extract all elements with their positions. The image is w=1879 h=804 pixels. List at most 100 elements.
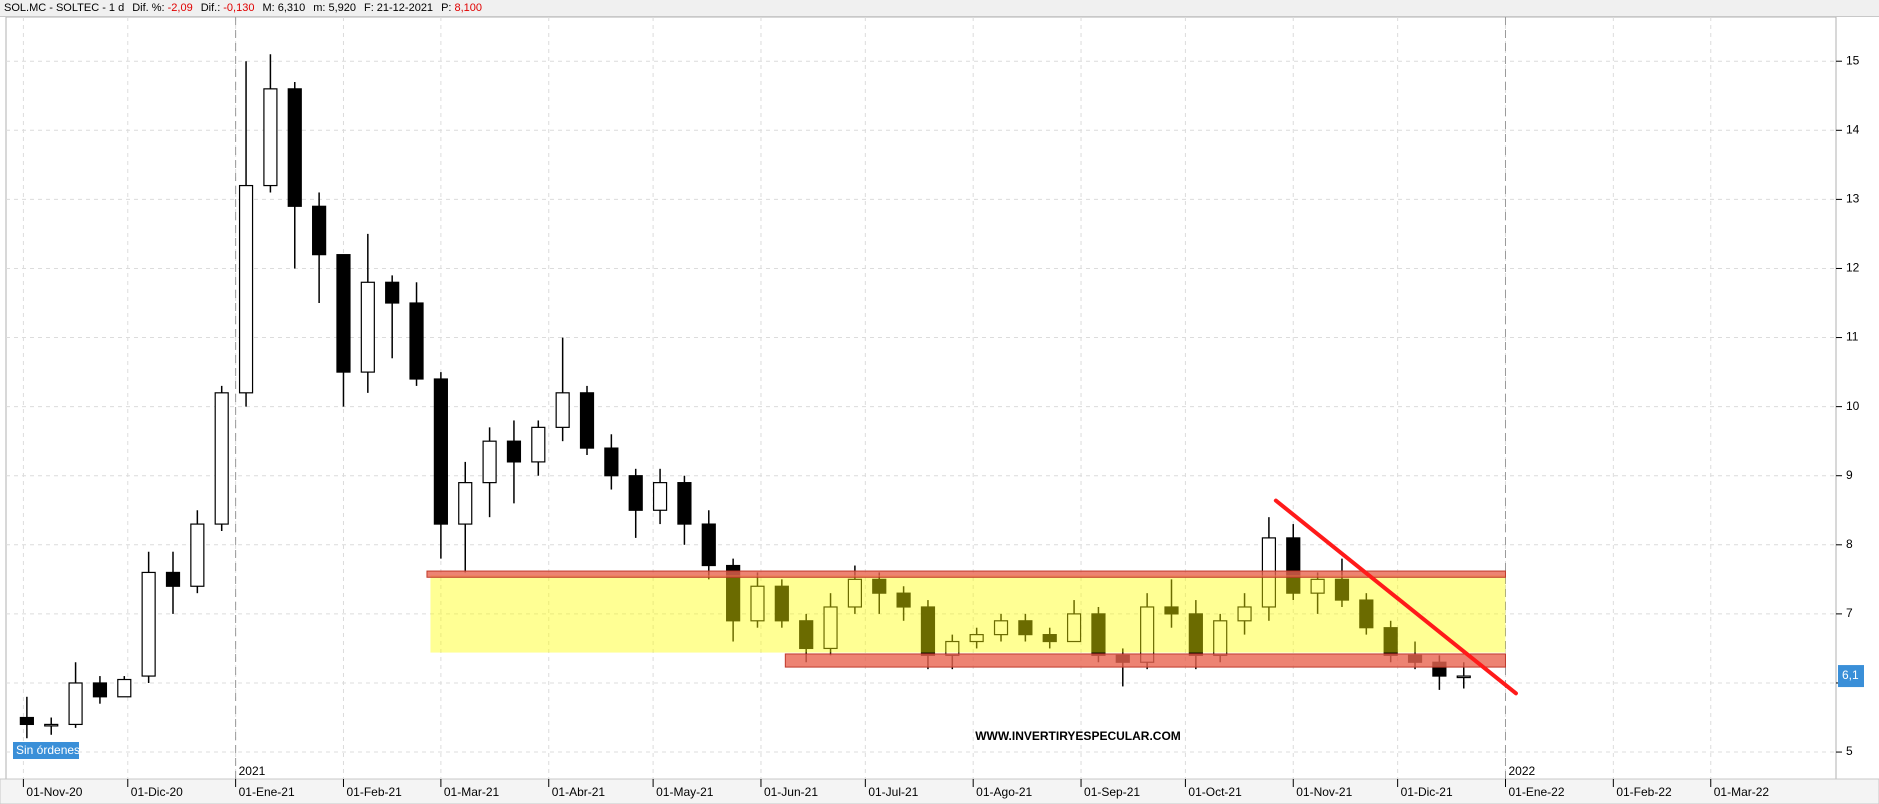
candle-body [433, 378, 448, 525]
x-tick-label: 01-Feb-21 [346, 785, 402, 799]
candle [433, 372, 448, 559]
candle-body [1237, 606, 1252, 622]
field-value: -2,09 [167, 2, 193, 14]
candle [774, 579, 789, 628]
candle [1359, 593, 1374, 635]
candle-body [1164, 606, 1179, 615]
candle [19, 696, 34, 739]
candle-body [482, 440, 497, 484]
x-tick-label: 01-Oct-21 [1188, 785, 1242, 799]
field-value: 6,310 [277, 2, 306, 14]
candle [385, 275, 400, 359]
candle-body [847, 578, 862, 608]
candle [677, 475, 692, 545]
candle-body [117, 678, 132, 698]
candle-body [68, 682, 83, 726]
candle-body [774, 585, 789, 622]
candle-body [458, 482, 473, 525]
candle-body [726, 564, 741, 622]
y-tick-label: 9 [1846, 468, 1853, 482]
candle [458, 461, 473, 573]
year-label: 2021 [239, 764, 266, 778]
candle-body [1334, 578, 1350, 601]
candle [579, 385, 595, 455]
field-label: M: [262, 2, 275, 14]
candle-body [312, 205, 327, 256]
candle [799, 613, 814, 663]
candle [604, 434, 619, 490]
x-tick-label: 01-Ene-21 [239, 785, 295, 799]
candle [263, 54, 278, 193]
candle-body [628, 475, 643, 511]
candle [1018, 613, 1033, 642]
candle-body [1066, 613, 1082, 643]
candle [555, 337, 570, 442]
candle [117, 676, 132, 698]
x-tick-label: 01-Abr-21 [552, 785, 606, 799]
x-tick-label: 01-Nov-21 [1296, 785, 1352, 799]
candle [312, 192, 327, 304]
candle-body [750, 585, 765, 622]
candle [506, 420, 522, 504]
field-value: 5,920 [328, 2, 356, 14]
candle [652, 468, 668, 525]
field-value: 8,100 [454, 2, 482, 14]
y-tick-label: 12 [1846, 261, 1860, 275]
y-tick-label: 10 [1846, 399, 1860, 413]
y-tick-label: 8 [1846, 537, 1853, 551]
candle [1140, 593, 1155, 670]
candle-body [141, 571, 156, 677]
field-label: P: [441, 2, 452, 14]
candle-body [1310, 578, 1325, 594]
candle [1164, 579, 1179, 628]
candle [165, 551, 181, 614]
candle-body [799, 620, 814, 650]
candle [1066, 600, 1082, 643]
x-tick-label: 01-Mar-21 [444, 785, 500, 799]
last-price-badge [1838, 665, 1864, 688]
candle-body [701, 523, 716, 567]
candle [872, 572, 887, 614]
x-tick-label: 01-Dic-21 [1401, 785, 1453, 799]
candle-body [506, 440, 522, 463]
candle-body [190, 523, 205, 587]
y-tick-label: 5 [1846, 744, 1853, 758]
trend-line [1273, 498, 1518, 696]
candle [628, 468, 643, 538]
candle [1286, 524, 1301, 601]
candle [68, 662, 83, 728]
candle-body [287, 88, 302, 207]
candle [214, 385, 229, 531]
candle-body [1286, 537, 1301, 594]
candle-body [263, 88, 278, 187]
candle-body [1018, 620, 1033, 636]
candle-body [238, 184, 254, 394]
x-tick-label: 01-Nov-20 [26, 785, 82, 799]
chart: 5678910111213141501-Nov-2001-Dic-2001-En… [0, 17, 1879, 804]
field-label: F: [364, 2, 374, 14]
candle-body [1359, 599, 1374, 629]
x-axis-area [0, 778, 1879, 804]
candle [1237, 593, 1252, 635]
candle [823, 593, 838, 656]
candle [701, 510, 716, 580]
candle-body [1456, 675, 1471, 679]
candle-body [823, 606, 838, 650]
x-tick-label: 01-Ago-21 [976, 785, 1032, 799]
candle-body [604, 447, 619, 477]
candle-body [336, 254, 351, 373]
y-tick-label: 15 [1846, 53, 1860, 67]
candle-body [993, 620, 1009, 636]
x-tick-label: 01-Jul-21 [868, 785, 918, 799]
candle-body [385, 281, 400, 304]
y-tick-label: 13 [1846, 192, 1860, 206]
field-value: -0,130 [223, 2, 255, 14]
status-label: Sin órdenes [16, 743, 80, 757]
header-bar: SOL.MC - SOLTEC - 1 d Dif. %: -2,09 Dif.: -0… [0, 0, 1879, 17]
candle [360, 233, 375, 393]
candle [1042, 627, 1057, 649]
candle [482, 427, 497, 518]
candle [896, 586, 911, 621]
candle [287, 81, 302, 269]
